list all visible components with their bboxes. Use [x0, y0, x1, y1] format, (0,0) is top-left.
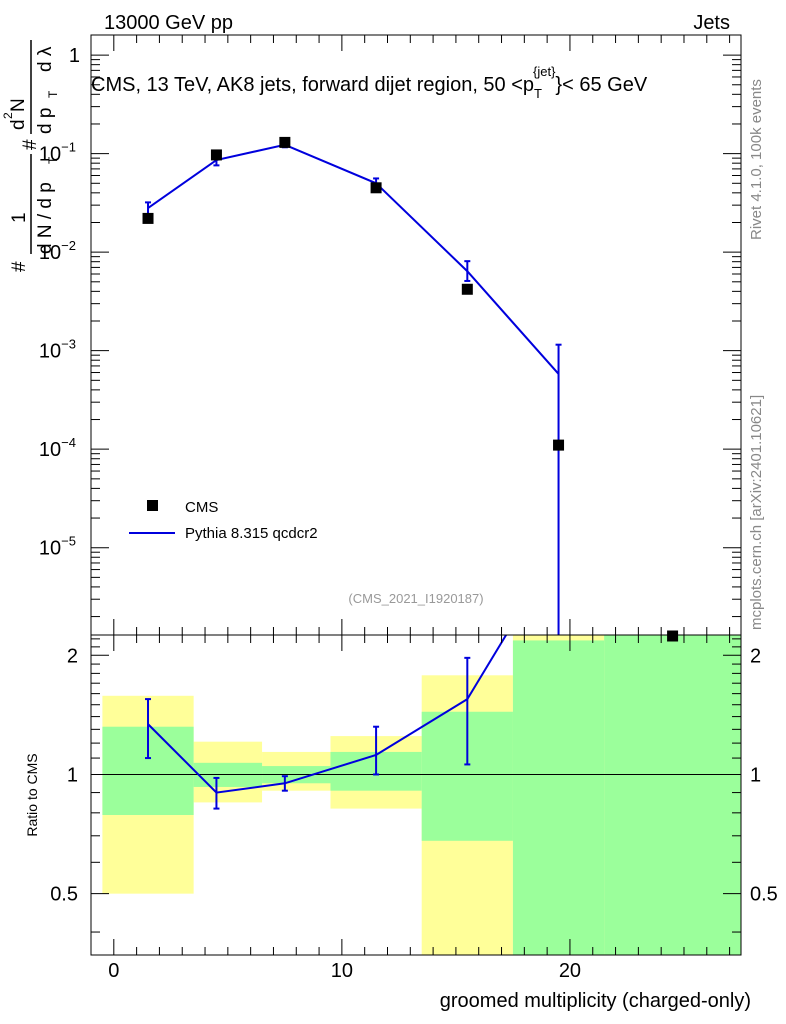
title-sup: {jet}: [533, 64, 556, 79]
main-ylabel: # 1 d N / d p T # d 2 N d p T d λ: [1, 40, 60, 272]
main-frame: [90, 34, 742, 636]
title-end: }< 65 GeV: [555, 74, 647, 96]
ratio-ytick-label-right-2: 2: [750, 645, 761, 667]
title-main: CMS, 13 TeV, AK8 jets, forward dijet reg…: [91, 74, 534, 96]
energy-label: 13000 GeV pp: [104, 12, 233, 34]
ratio-bands: [102, 635, 741, 955]
x-tick-label-1: 10: [331, 960, 353, 982]
ratio-mc-line: [147, 634, 507, 794]
ratio-ytick-label-right-0: 0.5: [750, 884, 778, 906]
cms-point-5: [553, 439, 565, 451]
main-ytick-label-3: 10−3: [39, 337, 76, 363]
ylabel-t-sub-1: T: [46, 156, 60, 164]
main-ytick-label-4: 10−4: [39, 435, 76, 461]
x-tick-label-0: 0: [108, 960, 119, 982]
main-ytick-label-1: 10−1: [39, 140, 76, 166]
cms-point-1: [210, 149, 222, 161]
ratio-ytick-label-left-2: 2: [67, 645, 78, 667]
ylabel-d2: d: [8, 119, 29, 130]
x-tick-label-2: 20: [559, 960, 581, 982]
ylabel-hash-2: #: [20, 139, 41, 150]
main-markers: [142, 136, 679, 642]
green-band-6: [604, 635, 741, 955]
rivet-label: Rivet 4.1.0, 100k events: [748, 79, 765, 240]
ylabel-t-sub-2: T: [46, 90, 60, 98]
main-ytick-label-0: 1: [69, 45, 80, 67]
legend: CMS Pythia 8.315 qcdcr2: [129, 499, 318, 542]
ticks: [90, 35, 741, 955]
legend-cms-marker: [147, 500, 158, 511]
green-band-5: [512, 640, 605, 955]
x-axis-label: groomed multiplicity (charged-only): [440, 990, 751, 1012]
cms-point-4: [461, 283, 473, 295]
analysis-id: (CMS_2021_I1920187): [348, 591, 483, 606]
main-ytick-label-2: 10−2: [39, 238, 76, 264]
ylabel-dpt: d p: [35, 108, 56, 134]
ratio-frame: [90, 634, 742, 956]
frames: [90, 34, 742, 956]
ylabel-two: 2: [1, 112, 15, 119]
cms-point-0: [142, 212, 154, 224]
ratio-ytick-label-left-0: 0.5: [50, 884, 78, 906]
ylabel-dndpt: d N / d p: [35, 182, 56, 254]
jets-label: Jets: [693, 12, 730, 34]
title-sub: T: [534, 86, 542, 101]
main-lines: [145, 141, 562, 635]
cms-point-3: [370, 182, 382, 194]
cms-point-6: [667, 630, 679, 642]
ylabel-n: N: [8, 98, 29, 112]
main-ytick-label-5: 10−5: [39, 534, 76, 560]
ratio-ytick-label-left-1: 1: [67, 764, 78, 786]
ylabel-dlambda: d λ: [35, 46, 56, 72]
tick-labels: 0 10 20 1 10−1 10−2 10−3 10−4 10−5 0.5 0.5 1 1 2 2: [39, 45, 778, 982]
legend-cms-label: CMS: [185, 499, 218, 516]
ratio-ylabel: Ratio to CMS: [24, 753, 40, 836]
ratio-lines: [91, 634, 741, 810]
plot-title: CMS, 13 TeV, AK8 jets, forward dijet reg…: [91, 64, 648, 101]
ratio-ytick-label-right-1: 1: [750, 764, 761, 786]
ylabel-one: 1: [9, 212, 30, 223]
legend-mc-label: Pythia 8.315 qcdcr2: [185, 525, 318, 542]
ylabel-hash-1: #: [9, 261, 30, 272]
mcplots-label: mcplots.cern.ch [arXiv:2401.10621]: [748, 395, 765, 630]
mc-line: [147, 143, 560, 375]
cms-point-2: [279, 136, 291, 148]
